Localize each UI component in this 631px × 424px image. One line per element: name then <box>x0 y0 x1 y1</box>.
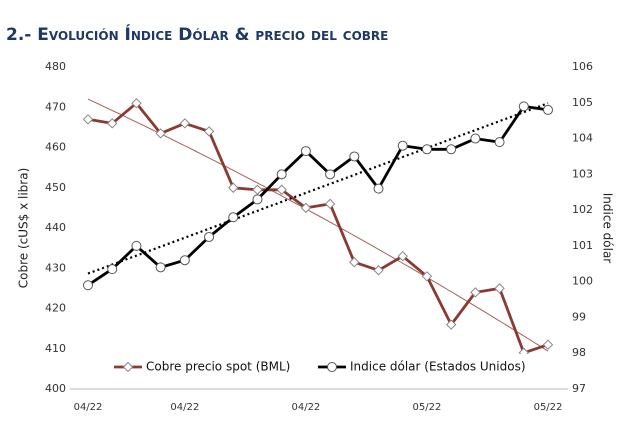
marker <box>276 184 287 195</box>
marker <box>155 262 166 273</box>
marker <box>252 194 263 205</box>
marker <box>543 104 553 115</box>
x-tick-label: 04/22 <box>291 402 320 413</box>
marker <box>107 118 118 129</box>
y2-tick-label: 104 <box>572 132 593 145</box>
marker <box>421 271 433 282</box>
y-axis-title: Cobre (cUS$ x libra) <box>17 168 31 289</box>
marker <box>203 126 215 137</box>
y-tick-label: 400 <box>45 382 66 395</box>
y2-tick-label: 102 <box>572 203 593 216</box>
y2-tick-label: 103 <box>572 167 593 180</box>
marker <box>445 319 457 330</box>
y-tick-label: 450 <box>45 181 66 194</box>
marker <box>228 182 239 193</box>
marker <box>349 151 360 162</box>
legend-marker <box>327 362 337 372</box>
marker <box>252 184 263 195</box>
marker <box>131 240 142 251</box>
y2-tick-label: 101 <box>572 239 593 252</box>
marker <box>228 212 239 223</box>
y2-axis-title: Indice dólar <box>601 193 615 264</box>
y2-tick-label: 105 <box>572 96 593 109</box>
y-tick-label: 430 <box>45 261 66 274</box>
x-tick-label: 04/22 <box>74 402 103 413</box>
trendline <box>87 102 549 275</box>
legend-marker <box>122 361 134 373</box>
marker <box>373 183 384 194</box>
marker <box>179 118 191 129</box>
marker <box>446 144 457 155</box>
y2-tick-label: 100 <box>572 275 593 288</box>
marker <box>300 202 312 214</box>
marker <box>397 250 408 262</box>
marker <box>300 146 311 157</box>
y-tick-label: 470 <box>45 100 66 113</box>
marker <box>155 128 166 139</box>
marker <box>83 280 93 291</box>
series-line <box>87 101 549 355</box>
y2-tick-label: 97 <box>572 382 586 395</box>
y2-tick-label: 106 <box>572 60 593 73</box>
marker <box>82 114 94 125</box>
legend-label: Cobre precio spot (BML) <box>146 360 290 374</box>
legend-label: Indice dólar (Estados Unidos) <box>350 360 526 374</box>
y2-tick-label: 99 <box>572 310 586 323</box>
marker <box>397 140 408 151</box>
marker <box>470 133 481 144</box>
y-tick-label: 420 <box>45 302 66 315</box>
trendline <box>87 98 549 352</box>
y-tick-label: 460 <box>45 141 66 154</box>
marker <box>131 98 142 109</box>
marker <box>421 144 432 155</box>
marker <box>349 257 360 268</box>
y-tick-label: 480 <box>45 60 66 73</box>
marker <box>542 339 554 350</box>
x-tick-label: 04/22 <box>170 402 199 413</box>
marker <box>324 198 336 210</box>
marker <box>107 264 118 275</box>
marker <box>179 255 190 266</box>
y-tick-label: 440 <box>45 221 66 234</box>
marker <box>518 101 529 112</box>
y-tick-label: 410 <box>45 342 66 355</box>
marker <box>494 283 505 294</box>
marker <box>494 137 505 148</box>
x-tick-label: 05/22 <box>534 402 563 413</box>
marker <box>470 287 481 298</box>
marker <box>276 169 287 180</box>
marker <box>204 231 215 242</box>
marker <box>373 265 384 276</box>
y2-tick-label: 98 <box>572 346 586 359</box>
chart-title: 2.- Evolución Índice Dólar & precio del … <box>6 23 388 45</box>
marker <box>325 169 336 180</box>
x-tick-label: 05/22 <box>413 402 442 413</box>
